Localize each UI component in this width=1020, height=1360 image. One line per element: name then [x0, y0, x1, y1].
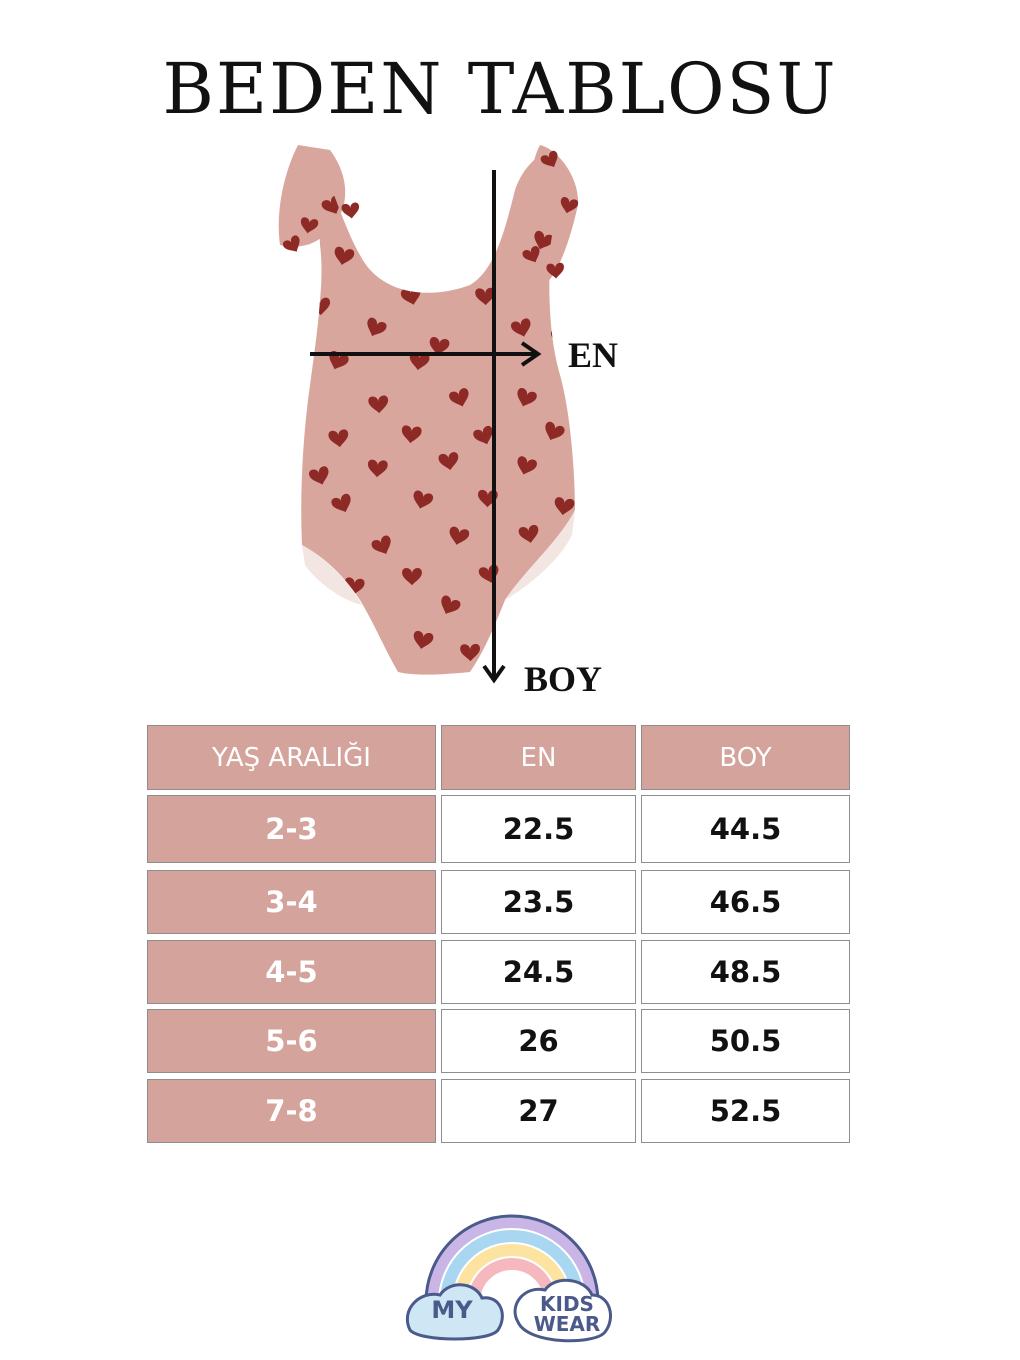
size-table: YAŞ ARALIĞI EN BOY 2-3 22.5 44.5 3-4 23.…: [147, 725, 850, 1145]
length-label: BOY: [524, 659, 603, 699]
heart-icon: [367, 317, 387, 337]
row-age: 4-5: [147, 940, 436, 1004]
logo-wear: WEAR: [533, 1312, 601, 1336]
row-en: 23.5: [441, 870, 636, 934]
heart-icon: [413, 630, 434, 650]
heart-icon: [409, 352, 430, 371]
heart-icon: [328, 429, 349, 448]
width-arrow-head: [520, 341, 542, 367]
heart-icon: [511, 318, 531, 337]
page-title: BEDEN TABLOSU: [162, 48, 838, 130]
heart-icon: [282, 235, 300, 252]
row-boy: 44.5: [641, 795, 850, 863]
heart-icon: [441, 595, 461, 614]
header-boy: BOY: [641, 725, 850, 790]
header-age: YAŞ ARALIĞI: [147, 725, 436, 790]
length-arrow-head: [482, 664, 506, 684]
heart-icon: [334, 246, 355, 265]
heart-icon: [429, 337, 450, 356]
heart-icon: [517, 456, 537, 475]
logo-kids-wear: KIDS WEAR: [527, 1294, 607, 1334]
row-en: 27: [441, 1079, 636, 1143]
cloud-left-icon: [405, 1283, 504, 1341]
row-boy: 48.5: [641, 940, 850, 1004]
heart-icon: [368, 395, 389, 414]
heart-icon: [367, 459, 388, 478]
heart-icon: [413, 490, 434, 509]
heart-icon: [321, 195, 341, 214]
heart-icon: [540, 150, 558, 168]
heart-icon: [473, 425, 493, 445]
heart-icon: [438, 452, 459, 471]
heart-icon: [554, 497, 575, 516]
width-label: EN: [568, 335, 619, 375]
heart-icon: [331, 493, 351, 513]
heart-icon: [402, 568, 422, 586]
row-en: 22.5: [441, 795, 636, 863]
row-en: 26: [441, 1009, 636, 1073]
heart-icon: [371, 535, 391, 554]
heart-icon: [522, 246, 540, 263]
heart-icon: [518, 524, 539, 544]
heart-icon: [449, 526, 470, 545]
heart-icon: [517, 388, 537, 407]
heart-icon: [475, 287, 496, 306]
row-age: 5-6: [147, 1009, 436, 1073]
heart-icon: [449, 388, 469, 407]
row-age: 2-3: [147, 795, 436, 863]
heart-icon: [545, 421, 565, 441]
logo-kids: KIDS: [540, 1292, 594, 1316]
heart-icon: [534, 230, 554, 250]
heart-icon: [460, 643, 480, 662]
row-age: 3-4: [147, 870, 436, 934]
row-age: 7-8: [147, 1079, 436, 1143]
heart-icon: [560, 196, 579, 214]
heart-icon: [309, 466, 329, 485]
heart-icon: [546, 262, 564, 279]
brand-logo: [405, 1214, 612, 1343]
heart-icon: [401, 425, 422, 444]
logo-my: MY: [431, 1296, 473, 1324]
cloud-right-icon: [513, 1278, 612, 1343]
heart-icon: [300, 217, 319, 234]
heart-icon: [370, 258, 390, 276]
heart-icon: [341, 202, 360, 219]
row-boy: 50.5: [641, 1009, 850, 1073]
swimsuit-diagram: [278, 145, 579, 684]
row-boy: 46.5: [641, 870, 850, 934]
row-boy: 52.5: [641, 1079, 850, 1143]
row-en: 24.5: [441, 940, 636, 1004]
header-en: EN: [441, 725, 636, 790]
